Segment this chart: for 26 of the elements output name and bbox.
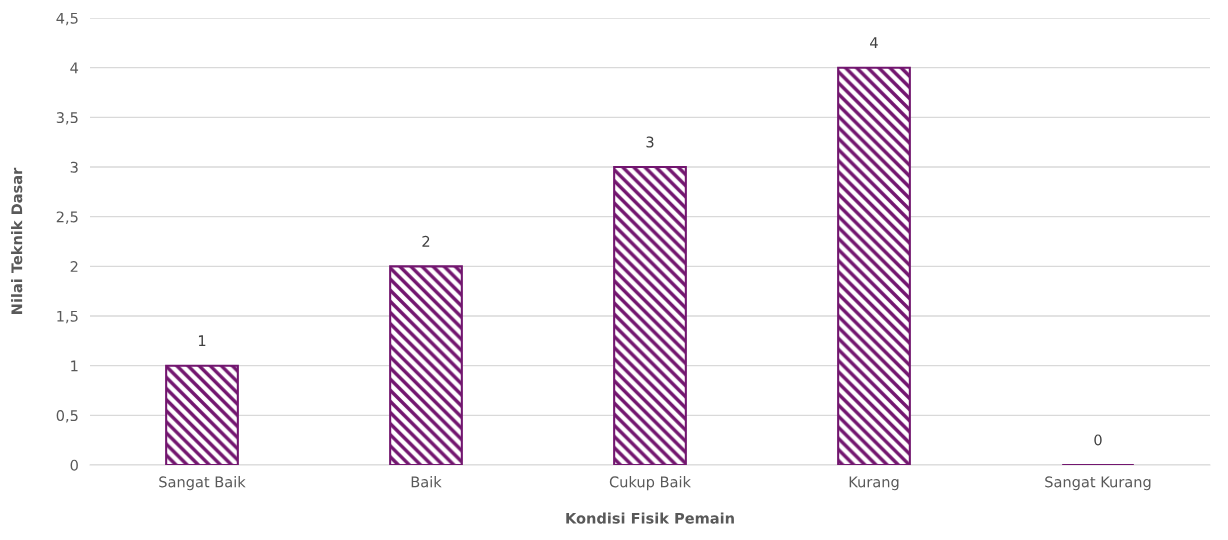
data-label: 1 bbox=[198, 335, 206, 346]
y-tick-label: 3 bbox=[70, 161, 78, 173]
x-tick-label: Cukup Baik bbox=[609, 476, 691, 491]
y-tick-label: 3,5 bbox=[56, 112, 78, 125]
y-tick-label: 1,5 bbox=[57, 310, 78, 324]
x-axis-title: Kondisi Fisik Pemain bbox=[566, 512, 734, 524]
bar bbox=[389, 265, 463, 465]
y-tick-label: 1 bbox=[71, 360, 78, 372]
y-tick-label: 0,5 bbox=[56, 410, 78, 423]
data-label: 0 bbox=[1094, 434, 1102, 446]
bar bbox=[165, 364, 239, 465]
x-tick-label: Kurang bbox=[849, 476, 899, 491]
y-tick-label: 4,5 bbox=[56, 12, 78, 26]
y-tick-label: 2,5 bbox=[56, 211, 78, 224]
y-tick-label: 0 bbox=[70, 459, 78, 471]
data-label: 2 bbox=[422, 235, 430, 247]
bar bbox=[837, 66, 911, 465]
y-axis-title: Nilai Teknik Dasar bbox=[11, 167, 23, 314]
x-tick-label: Sangat Baik bbox=[159, 476, 246, 491]
bar bbox=[613, 165, 687, 465]
x-tick-label: Sangat Kurang bbox=[1045, 476, 1151, 491]
x-tick-label: Baik bbox=[411, 476, 442, 488]
y-tick-label: 4 bbox=[70, 62, 79, 74]
data-label: 3 bbox=[646, 136, 654, 148]
y-tick-label: 2 bbox=[70, 261, 78, 272]
data-label: 4 bbox=[870, 37, 878, 48]
